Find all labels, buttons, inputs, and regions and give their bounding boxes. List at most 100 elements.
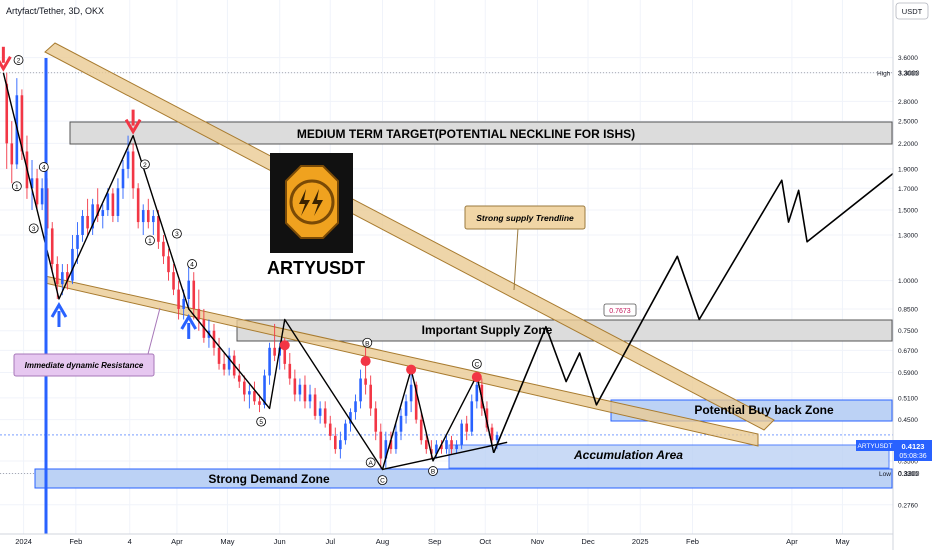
trendline-callout: Strong supply Trendline bbox=[476, 213, 574, 223]
wave-lines bbox=[2, 72, 894, 471]
wave-label: C bbox=[380, 478, 385, 485]
wave-label-ring bbox=[187, 259, 197, 269]
wave-label: 5 bbox=[259, 419, 263, 426]
candle-body bbox=[152, 215, 155, 223]
candle-body bbox=[227, 355, 231, 370]
y-tick-label: 0.5100 bbox=[898, 395, 918, 402]
y-tick-label: 1.0000 bbox=[898, 278, 918, 285]
wave-label: 3 bbox=[32, 226, 36, 233]
candle-body bbox=[248, 391, 251, 395]
candle-body bbox=[40, 188, 44, 205]
candle-body bbox=[131, 151, 135, 189]
red-arrow-down-icon bbox=[0, 56, 12, 72]
candle-body bbox=[333, 435, 337, 450]
wave-label-ring bbox=[140, 159, 150, 170]
projection-path bbox=[492, 172, 894, 454]
wave-label-ring bbox=[256, 416, 267, 427]
candle-body bbox=[182, 298, 185, 309]
candle-body bbox=[106, 193, 110, 211]
candle-body bbox=[490, 427, 494, 441]
supply-zone-label: Important Supply Zone bbox=[422, 323, 553, 337]
y-tick-label: 0.2760 bbox=[898, 502, 918, 509]
candle-body bbox=[455, 444, 458, 450]
candle-body bbox=[126, 151, 130, 169]
candle-body bbox=[470, 401, 474, 432]
candle-body bbox=[30, 178, 34, 189]
candle-body bbox=[485, 408, 489, 428]
annotations-layer: 2 1 3 4 2 1 4 3 5 B A C B C bbox=[0, 46, 482, 534]
candle-body bbox=[253, 391, 256, 402]
candle-body bbox=[177, 289, 180, 309]
wave-label-ring bbox=[471, 358, 482, 369]
candle-body bbox=[323, 408, 327, 424]
candle-body bbox=[349, 412, 352, 424]
wave-label: C bbox=[474, 361, 479, 368]
candle-body bbox=[288, 363, 292, 379]
candle-body bbox=[394, 431, 398, 450]
candle-body bbox=[495, 434, 499, 441]
y-tick-label: 0.3300 bbox=[898, 471, 918, 478]
high-label: High bbox=[877, 70, 891, 77]
wave-label-ring bbox=[362, 337, 373, 348]
y-tick-label: 2.2000 bbox=[898, 141, 918, 148]
candle-body bbox=[66, 272, 69, 281]
resistance-callout-box bbox=[13, 353, 155, 377]
y-tick-label: 0.6700 bbox=[898, 348, 918, 355]
lightning-bolt-icon bbox=[299, 189, 310, 216]
y-tick-label: 2.5000 bbox=[898, 119, 918, 126]
candle-body bbox=[197, 308, 201, 320]
target-zone-label: MEDIUM TERM TARGET(POTENTIAL NECKLINE FO… bbox=[297, 127, 635, 141]
x-tick-label: Aug bbox=[376, 537, 389, 546]
candle-body bbox=[136, 188, 140, 223]
x-tick-label: 2024 bbox=[15, 537, 32, 546]
candle-body bbox=[192, 280, 196, 309]
y-tick-label: 2.8000 bbox=[898, 99, 918, 106]
price-badge-bg bbox=[894, 440, 932, 461]
candle-body bbox=[121, 168, 125, 189]
lightning-ring-icon bbox=[289, 179, 335, 225]
candle-body bbox=[222, 363, 226, 370]
x-tick-label: Dec bbox=[581, 537, 595, 546]
candle-body bbox=[111, 193, 115, 216]
y-tick-label: 3.3000 bbox=[898, 70, 918, 77]
wave-label: B bbox=[365, 340, 369, 347]
y-tick-label: 1.7000 bbox=[898, 186, 918, 193]
candle-body bbox=[435, 444, 438, 454]
resistance-callout-pointer bbox=[147, 307, 161, 355]
wave-label: 2 bbox=[17, 58, 21, 65]
candle-body bbox=[374, 408, 378, 432]
lightning-bolt-icon-2 bbox=[312, 189, 323, 216]
candle-body bbox=[217, 347, 221, 364]
candle-body bbox=[440, 444, 443, 450]
y-tick-label: 0.5900 bbox=[898, 370, 918, 377]
candle-body bbox=[283, 347, 287, 364]
candle-body bbox=[465, 423, 469, 432]
candle-body bbox=[76, 234, 79, 249]
rejection-dot bbox=[279, 340, 290, 351]
currency-button-label[interactable]: USDT bbox=[902, 7, 923, 16]
candle-body bbox=[157, 215, 160, 242]
candle-body bbox=[146, 210, 150, 223]
resistance-callout: Immediate dynamic Resistance bbox=[25, 361, 144, 370]
wave-label: 2 bbox=[143, 162, 147, 169]
x-tick-label: May bbox=[835, 537, 849, 546]
wave-label-ring bbox=[172, 228, 182, 239]
currency-button[interactable] bbox=[895, 2, 929, 20]
accumulation-label: Accumulation Area bbox=[573, 448, 683, 462]
price-badge-symbol-bg bbox=[856, 440, 894, 451]
candle-body bbox=[460, 423, 463, 445]
y-tick-label: 3.6000 bbox=[898, 55, 918, 62]
candle-body bbox=[20, 95, 24, 152]
x-tick-label: Feb bbox=[686, 537, 699, 546]
y-tick-label: 0.4500 bbox=[898, 417, 918, 424]
rejection-dot bbox=[360, 356, 371, 367]
candle-body bbox=[445, 440, 448, 450]
candle-body bbox=[424, 440, 428, 450]
candle-body bbox=[116, 188, 120, 216]
x-tick-label: Jul bbox=[325, 537, 335, 546]
y-tick-label: 0.3500 bbox=[898, 458, 918, 465]
candle-body bbox=[293, 378, 297, 395]
trend-channels bbox=[44, 42, 775, 447]
candle-body bbox=[419, 419, 423, 441]
